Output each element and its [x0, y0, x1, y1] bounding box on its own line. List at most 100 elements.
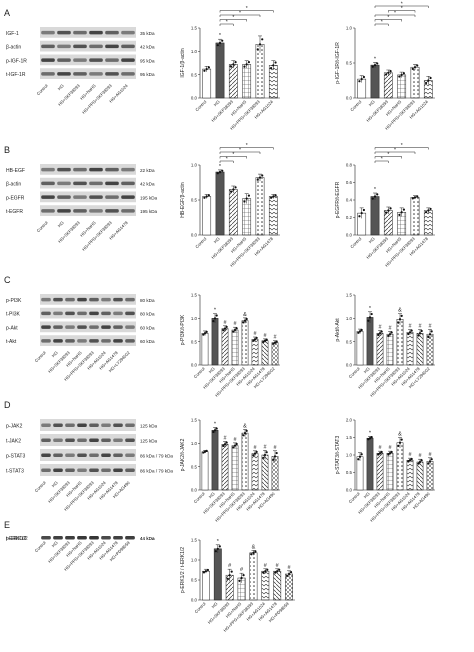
bar	[251, 453, 259, 491]
data-point	[230, 65, 233, 68]
data-point	[378, 332, 382, 335]
panel-letter: D	[4, 400, 11, 410]
significance-mark: #	[233, 321, 237, 327]
blot-lane-label: HG	[57, 220, 65, 228]
data-point	[411, 67, 414, 70]
significance-mark: *	[226, 20, 228, 26]
bar	[211, 430, 219, 491]
y-tick-label: 0.2	[346, 215, 353, 220]
data-point	[264, 570, 267, 573]
data-point	[425, 210, 428, 214]
data-point	[255, 336, 258, 340]
blot-band	[101, 297, 111, 302]
blot-band	[57, 195, 71, 199]
significance-mark: #	[408, 324, 412, 330]
data-point	[256, 48, 259, 51]
data-point	[270, 67, 273, 70]
blot-band	[101, 468, 111, 472]
category-label: Control	[348, 366, 361, 379]
category-label: HG	[363, 491, 371, 499]
bar	[228, 189, 238, 236]
blot-band	[121, 209, 135, 213]
blot-kda-label: 42 kDa	[140, 182, 155, 187]
blot-row-label: t-IGF-1R	[6, 72, 26, 78]
significance-mark: #	[233, 437, 237, 443]
bar	[202, 196, 212, 236]
blot-kda-label: 80 kDa	[140, 298, 155, 303]
y-tick-label: 0.0	[191, 233, 198, 238]
blot-kda-label: 125 kDa	[140, 424, 158, 429]
chart-ylabel: IGF-1/β-actin	[180, 48, 186, 77]
y-tick-label: 0.8	[346, 163, 353, 168]
blot-lane-label: HG	[51, 350, 59, 358]
data-point	[245, 63, 248, 66]
category-label: Control	[193, 491, 206, 504]
bar	[356, 456, 364, 491]
data-point	[272, 64, 275, 67]
chart-ylabel: p-PI3K/t-PI3K	[180, 314, 186, 345]
blot-strip	[40, 68, 136, 79]
blot-band	[57, 58, 71, 62]
data-point	[367, 438, 370, 441]
category-label: HG	[368, 99, 376, 107]
bar	[242, 198, 252, 236]
blot-band	[121, 58, 135, 62]
data-point	[360, 453, 363, 456]
blot-band	[89, 209, 103, 213]
blot-band	[113, 339, 123, 343]
category-label: Control	[194, 236, 207, 249]
y-tick-label: 0.0	[191, 363, 198, 368]
data-point	[207, 66, 210, 69]
blot-band	[125, 536, 135, 540]
significance-mark: #	[253, 331, 257, 337]
data-point	[221, 39, 224, 42]
significance-mark: *	[239, 11, 241, 17]
blot-band	[101, 339, 111, 343]
data-point	[223, 327, 227, 330]
data-point	[357, 331, 360, 334]
significance-mark: *	[246, 143, 248, 149]
blot-band	[65, 339, 75, 343]
y-tick-label: 0.0	[191, 96, 198, 101]
blot-band	[65, 311, 75, 316]
data-point	[206, 568, 210, 572]
blot-strip	[40, 294, 136, 305]
blot-band	[77, 325, 87, 329]
data-point	[222, 444, 225, 448]
blot-strip	[40, 307, 136, 319]
significance-mark: #	[223, 320, 227, 326]
significance-bracket	[219, 147, 274, 150]
bar	[366, 317, 374, 366]
bar	[406, 332, 414, 366]
data-point	[215, 314, 218, 317]
data-point	[358, 80, 361, 83]
bar	[416, 333, 424, 366]
data-point	[418, 332, 422, 335]
chart-ylabel: HB-EGF/β-actin	[180, 182, 186, 218]
bar	[221, 444, 229, 491]
blot-band	[105, 181, 119, 186]
blot-band	[41, 181, 55, 186]
bar	[383, 72, 393, 99]
blot-lane-label: Control	[34, 540, 47, 553]
data-point	[402, 72, 405, 75]
data-point	[213, 317, 217, 320]
bar	[255, 177, 265, 236]
y-tick-label: 0.0	[191, 598, 198, 603]
blot-band	[57, 181, 71, 186]
blot-band	[53, 468, 63, 472]
bar	[386, 453, 394, 491]
significance-bracket	[219, 14, 261, 17]
blot-band	[65, 423, 75, 427]
blot-band	[105, 72, 119, 76]
blot-kda-label: 86 kDa / 79 kDa	[140, 469, 173, 474]
data-point	[358, 215, 361, 218]
data-point	[377, 453, 380, 456]
blot-band	[89, 181, 103, 186]
bar	[213, 548, 222, 601]
bar	[268, 196, 278, 236]
y-tick-label: 1.0	[191, 163, 198, 168]
bar	[386, 333, 394, 366]
data-point	[275, 340, 278, 343]
bar	[241, 320, 249, 366]
